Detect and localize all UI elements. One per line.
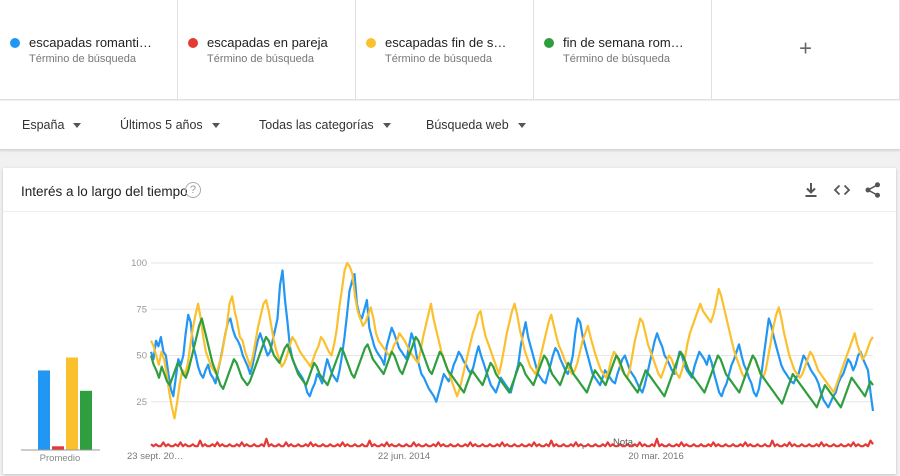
search-term-type: Término de búsqueda: [563, 53, 671, 65]
help-icon[interactable]: ?: [185, 182, 201, 198]
caret-down-icon: [517, 123, 526, 129]
search-term-type: Término de búsqueda: [385, 53, 493, 65]
caret-down-icon: [73, 123, 82, 129]
y-tick-label: 100: [131, 258, 147, 269]
search-term-1[interactable]: escapadas romanti… Término de búsqueda: [0, 0, 178, 100]
series-color-dot: [366, 38, 376, 48]
search-terms-bar: escapadas romanti… Término de búsqueda e…: [0, 0, 900, 100]
series-color-dot: [188, 38, 198, 48]
series-color-dot: [10, 38, 20, 48]
add-comparison-button[interactable]: +: [712, 0, 900, 99]
x-tick-label: 22 jun. 2014: [378, 451, 430, 462]
y-tick-label: 75: [136, 304, 147, 315]
filters-bar: España Últimos 5 años Todas las categorí…: [0, 101, 900, 150]
search-term-name: escapadas fin de s…: [385, 35, 507, 50]
time-range-filter[interactable]: Últimos 5 años: [120, 118, 220, 132]
y-gridlines: 25 50 75 100: [131, 258, 873, 408]
interest-over-time-card: Interés a lo largo del tiempo ? Promedio…: [3, 168, 896, 474]
download-icon[interactable]: [802, 181, 820, 199]
category-filter[interactable]: Todas las categorías: [259, 118, 391, 132]
embed-code-icon[interactable]: [833, 181, 851, 199]
average-bars: [38, 357, 92, 450]
caret-down-icon: [211, 123, 220, 129]
average-bar-4: [80, 390, 92, 450]
series-color-dot: [544, 38, 554, 48]
search-term-3[interactable]: escapadas fin de s… Término de búsqueda: [356, 0, 534, 100]
series-line-2: [150, 437, 874, 448]
note-label[interactable]: Nota: [613, 437, 634, 448]
plus-icon: +: [799, 35, 812, 61]
search-type-filter[interactable]: Búsqueda web: [426, 118, 526, 132]
card-title: Interés a lo largo del tiempo: [21, 184, 188, 199]
x-tick-label: 20 mar. 2016: [628, 451, 683, 462]
series-lines: [149, 261, 875, 448]
series-line-4: [149, 317, 874, 409]
average-label: Promedio: [40, 453, 81, 464]
y-tick-label: 25: [136, 397, 147, 408]
x-tick-label: 23 sept. 20…: [127, 451, 184, 462]
series-line-1: [149, 269, 875, 412]
search-term-2[interactable]: escapadas en pareja Término de búsqueda: [178, 0, 356, 100]
share-icon[interactable]: [864, 181, 882, 199]
card-header: Interés a lo largo del tiempo ?: [3, 168, 896, 212]
search-term-type: Término de búsqueda: [207, 53, 315, 65]
y-tick-label: 50: [136, 351, 147, 362]
caret-down-icon: [382, 123, 391, 129]
search-term-name: escapadas en pareja: [207, 35, 328, 50]
search-term-name: fin de semana rom…: [563, 35, 684, 50]
interest-chart[interactable]: Promedio 25 50 75 100 Nota 23 sept. 20… 22 …: [3, 212, 896, 474]
category-filter-label: Todas las categorías: [259, 118, 374, 132]
time-range-filter-label: Últimos 5 años: [120, 118, 203, 132]
search-type-filter-label: Búsqueda web: [426, 118, 509, 132]
average-bar-3: [66, 357, 78, 450]
region-filter-label: España: [22, 118, 65, 132]
search-term-name: escapadas romanti…: [29, 35, 152, 50]
search-term-type: Término de búsqueda: [29, 53, 137, 65]
search-term-4[interactable]: fin de semana rom… Término de búsqueda: [534, 0, 712, 100]
average-bar-2: [52, 446, 64, 450]
region-filter[interactable]: España: [22, 118, 82, 132]
average-bar-1: [38, 370, 50, 450]
